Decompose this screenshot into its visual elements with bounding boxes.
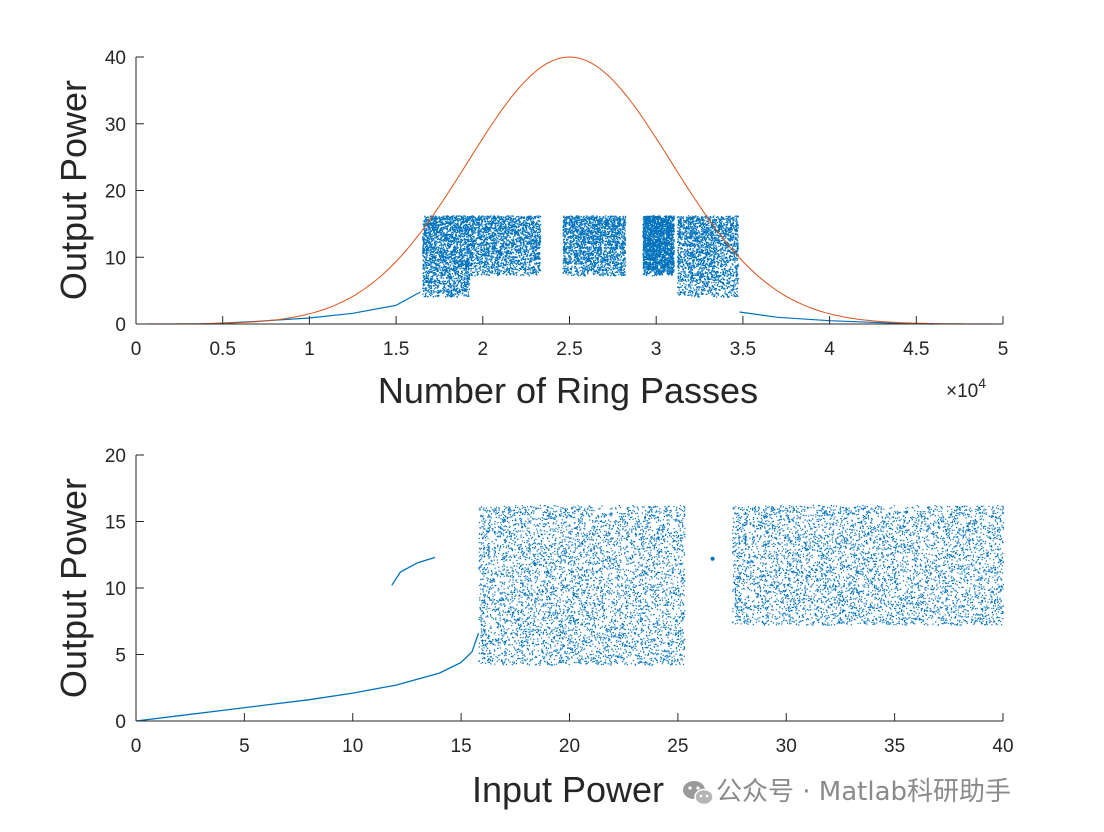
bottom-y-tick-label: 0 [115,712,126,733]
bottom-y-tick-label: 20 [105,446,126,467]
top-y-tick-label: 20 [105,182,126,203]
bottom-upper-branch [391,556,436,586]
bottom-y-tick-label: 10 [105,579,126,600]
top-xlabel: Number of Ring Passes [378,370,758,411]
top-output-scatter [205,215,934,325]
bottom-x-tick-label: 25 [667,736,688,757]
top-x-tick-label: 1.5 [383,339,409,360]
bottom-x-tick-label: 40 [992,736,1013,757]
top-chaotic-bands [422,215,739,298]
top-x-exponent-power: 4 [978,375,986,391]
bottom-y-tick-label: 15 [105,513,126,534]
watermark-text: 公众号 · Matlab科研助手 [716,777,1011,807]
top-envelope-line [136,56,1003,325]
top-x-tick-label: 3.5 [730,339,756,360]
top-subplot: 0 0.5 1 1.5 2 2.5 3 3.5 4 4.5 5 0 10 20 30 40 Number of… [53,48,1008,411]
bottom-x-tick-label: 20 [559,736,580,757]
top-y-tick-label: 10 [105,248,126,269]
bottom-x-tick-label: 15 [451,736,472,757]
bottom-x-tick-label: 35 [884,736,905,757]
top-x-tick-label: 4 [824,339,835,360]
watermark: 公众号 · Matlab科研助手 [683,777,1011,807]
envelope-curve [136,56,1003,325]
top-y-tick-label: 40 [105,48,126,69]
bottom-x-tick-label: 0 [131,736,142,757]
top-x-exponent-base: ×10 [946,381,978,402]
top-x-tick-label: 0 [131,339,142,360]
top-x-exponent: ×104 [946,375,986,402]
bottom-x-tick-label: 30 [776,736,797,757]
top-lower-branch-left [205,291,421,325]
top-x-tick-label: 1 [304,339,315,360]
bottom-merge-point [710,556,715,561]
top-x-tick-label: 0.5 [209,339,235,360]
top-x-tick-label: 3 [651,339,662,360]
bottom-chaotic-regions [478,504,1005,666]
bottom-ylabel: Output Power [53,478,94,698]
bottom-lower-branch [135,632,480,722]
top-y-tick-label: 0 [115,315,126,336]
top-x-tick-label: 2 [478,339,489,360]
top-lower-branch-right [739,311,934,325]
bottom-axes: 0 5 10 15 20 25 30 35 40 0 5 10 15 20 [105,446,1014,757]
top-ylabel: Output Power [53,80,94,300]
top-x-tick-label: 5 [998,339,1009,360]
top-y-tick-label: 30 [105,115,126,136]
bottom-x-tick-label: 10 [342,736,363,757]
bottom-bifurcation-scatter [135,504,1005,722]
top-axes: 0 0.5 1 1.5 2 2.5 3 3.5 4 4.5 5 0 10 20 30 40 [105,48,1008,360]
wechat-icon [683,781,714,806]
bottom-x-tick-label: 5 [239,736,250,757]
top-x-tick-label: 2.5 [556,339,582,360]
top-x-tick-label: 4.5 [903,339,929,360]
bottom-xlabel: Input Power [472,769,664,810]
bottom-y-tick-label: 5 [115,646,126,667]
bottom-subplot: 0 5 10 15 20 25 30 35 40 0 5 10 15 20 Input Power Out… [53,446,1014,810]
